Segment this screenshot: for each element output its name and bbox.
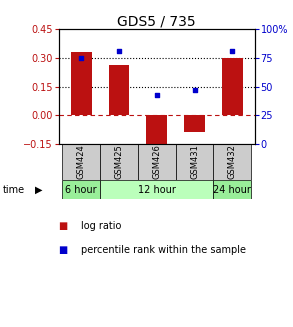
- Text: ■: ■: [59, 221, 68, 231]
- Bar: [222, 58, 243, 115]
- Text: GSM431: GSM431: [190, 145, 199, 179]
- Text: 12 hour: 12 hour: [138, 185, 176, 195]
- Bar: [62, 144, 100, 180]
- Text: GSM432: GSM432: [228, 145, 237, 179]
- Text: log ratio: log ratio: [81, 221, 121, 231]
- Title: GDS5 / 735: GDS5 / 735: [117, 14, 196, 28]
- Text: GSM424: GSM424: [77, 145, 86, 179]
- Bar: [100, 144, 138, 180]
- Bar: [138, 144, 176, 180]
- Text: GSM426: GSM426: [152, 145, 161, 179]
- Bar: [100, 180, 213, 199]
- Text: GSM425: GSM425: [115, 145, 124, 179]
- Text: time: time: [3, 185, 25, 195]
- Point: [192, 87, 197, 93]
- Bar: [213, 180, 251, 199]
- Bar: [146, 115, 167, 150]
- Point: [79, 56, 84, 61]
- Text: 6 hour: 6 hour: [65, 185, 97, 195]
- Text: ■: ■: [59, 245, 68, 255]
- Bar: [71, 52, 92, 115]
- Bar: [62, 180, 100, 199]
- Bar: [176, 144, 213, 180]
- Point: [230, 48, 235, 54]
- Text: 24 hour: 24 hour: [213, 185, 251, 195]
- Bar: [109, 65, 130, 115]
- Bar: [184, 115, 205, 132]
- Point: [154, 92, 159, 97]
- Text: percentile rank within the sample: percentile rank within the sample: [81, 245, 246, 255]
- Bar: [213, 144, 251, 180]
- Text: ▶: ▶: [35, 185, 43, 195]
- Point: [117, 48, 121, 54]
